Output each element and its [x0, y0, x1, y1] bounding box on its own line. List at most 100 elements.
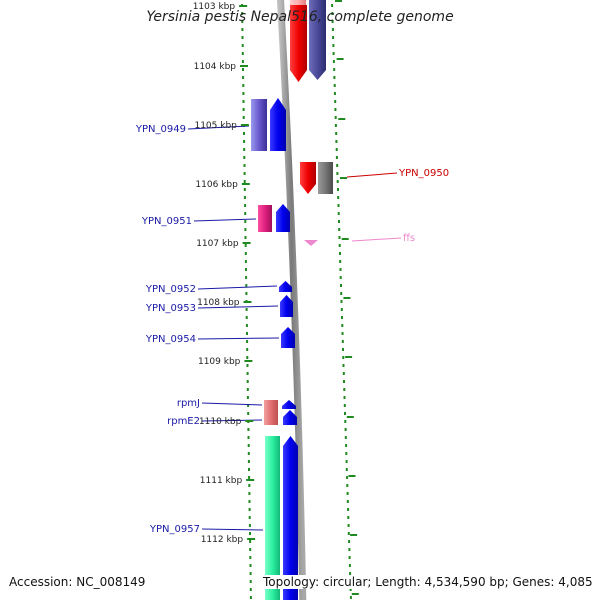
inner-dotted-track: [243, 172, 246, 175]
outer-dotted-track: [345, 468, 348, 471]
inner-dotted-track: [241, 44, 244, 47]
inner-dotted-track: [246, 332, 248, 335]
outer-dotted-track: [343, 380, 345, 383]
inner-dotted-track: [242, 108, 245, 111]
outer-dotted-track: [348, 564, 351, 567]
inner-dotted-track: [242, 92, 245, 95]
outer-tick-dash: [345, 356, 353, 358]
inner-dotted-track: [247, 412, 250, 415]
outer-dotted-track: [339, 252, 341, 255]
inner-dotted-track: [241, 36, 244, 39]
inner-dotted-track: [247, 444, 250, 447]
gene-leader-line: [346, 172, 398, 178]
inner-dotted-track: [244, 204, 247, 207]
gene-ypn0952: [279, 281, 292, 292]
gene-ypn0950-grey: [318, 162, 333, 194]
outer-dotted-track: [342, 372, 345, 375]
inner-dotted-track: [249, 572, 252, 575]
kbp-tick-label: 1103 kbp: [193, 2, 236, 12]
kbp-tick-mark: [243, 301, 252, 303]
inner-dotted-track: [247, 460, 250, 463]
inner-dotted-track: [246, 380, 249, 383]
outer-dotted-track: [347, 524, 350, 527]
kbp-tick-label: 1105 kbp: [194, 121, 237, 131]
inner-dotted-track: [245, 292, 248, 295]
outer-dotted-track: [349, 572, 352, 575]
inner-dotted-track: [246, 364, 249, 367]
kbp-tick-label: 1104 kbp: [194, 62, 237, 72]
kbp-tick-mark: [241, 183, 250, 185]
inner-dotted-track: [242, 100, 245, 103]
kbp-tick-label: 1108 kbp: [197, 298, 240, 308]
genome-backbone: [277, 0, 307, 605]
outer-dotted-track: [333, 84, 336, 87]
outer-dotted-track: [334, 108, 337, 111]
inner-dotted-track: [245, 316, 248, 319]
kbp-tick-label: 1109 kbp: [198, 357, 241, 367]
inner-dotted-track: [242, 76, 245, 79]
outer-dotted-track: [332, 52, 335, 55]
outer-dotted-track: [341, 340, 344, 343]
kbp-tick-mark: [242, 242, 251, 244]
inner-dotted-track: [244, 220, 247, 223]
outer-dotted-track: [343, 396, 346, 399]
gene-rpme2: [283, 410, 297, 425]
gene-label: YPN_0952: [145, 284, 196, 295]
inner-dotted-track: [246, 372, 249, 375]
outer-dotted-track: [345, 460, 348, 463]
inner-dotted-track: [245, 284, 248, 287]
gene-ypn0951-mag: [258, 205, 272, 232]
gene-top-pink: [290, 0, 306, 6]
gene-label: ffs: [403, 233, 415, 244]
gene-leader-line: [197, 305, 279, 309]
outer-dotted-track: [346, 476, 349, 479]
inner-dotted-track: [241, 52, 244, 55]
inner-dotted-track: [249, 564, 252, 567]
inner-dotted-track: [246, 356, 249, 359]
kbp-tick-mark: [245, 420, 254, 422]
inner-dotted-track: [245, 276, 248, 279]
outer-tick-dash: [340, 177, 347, 179]
outer-tick-dash: [338, 118, 346, 120]
outer-tick-dash: [343, 297, 351, 299]
outer-dotted-track: [331, 20, 334, 23]
gene-label: rpmE2: [167, 416, 200, 427]
gene-leader-line: [187, 125, 250, 130]
inner-dotted-track: [247, 428, 250, 431]
inner-dotted-track: [249, 540, 252, 543]
inner-dotted-track: [244, 260, 247, 263]
outer-dotted-track: [343, 388, 346, 391]
outer-tick-dash: [336, 58, 344, 60]
outer-tick-dash: [335, 0, 342, 2]
outer-dotted-track: [334, 100, 337, 103]
gene-leader-line: [201, 402, 263, 406]
outer-dotted-track: [331, 28, 334, 31]
outer-dotted-track: [336, 164, 339, 167]
kbp-tick-mark: [247, 538, 256, 540]
gene-ypn0954: [281, 327, 295, 348]
inner-dotted-track: [241, 28, 244, 31]
gene-rpmj: [282, 400, 296, 409]
kbp-tick-label: 1111 kbp: [200, 476, 243, 486]
outer-dotted-track: [338, 228, 341, 231]
gene-top-navy: [309, 0, 326, 80]
inner-dotted-track: [249, 548, 252, 551]
inner-dotted-track: [245, 308, 248, 311]
inner-dotted-track: [244, 212, 247, 215]
gene-leader-line: [351, 237, 402, 242]
outer-dotted-track: [333, 76, 336, 79]
gene-leader-line: [197, 337, 280, 340]
outer-dotted-track: [341, 324, 344, 327]
inner-dotted-track: [248, 524, 251, 527]
outer-dotted-track: [344, 420, 347, 423]
outer-dotted-track: [338, 220, 340, 223]
outer-dotted-track: [340, 308, 343, 311]
outer-dotted-track: [348, 548, 351, 551]
outer-dotted-track: [348, 556, 351, 559]
gene-ypn0949-purple: [251, 99, 267, 151]
outer-tick-dash: [350, 534, 358, 536]
outer-dotted-track: [338, 236, 341, 239]
inner-dotted-track: [248, 508, 251, 511]
outer-dotted-track: [337, 196, 340, 199]
